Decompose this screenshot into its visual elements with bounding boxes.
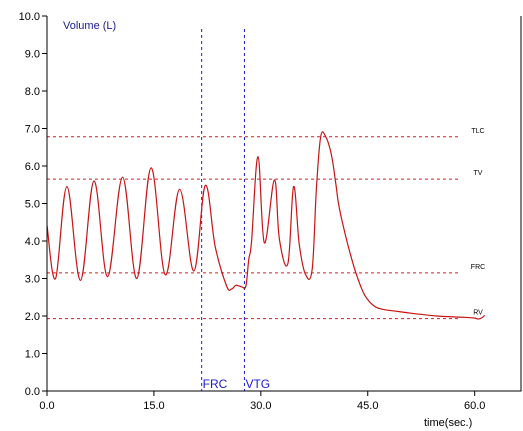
reference-lines-layer: TLC TV FRC RV [47,128,485,320]
marker-lines-layer: FRC VTG [201,29,270,391]
y-tick-label: 7.0 [25,124,40,136]
volume-curve-layer [46,131,486,320]
axes-layer [46,16,522,392]
x-tick-label: 45.0 [357,400,378,412]
plot-frame [46,16,522,392]
y-tick-label: 3.0 [25,274,40,286]
x-tick-label: 30.0 [250,400,271,412]
y-tick-label: 5.0 [25,199,40,211]
x-tick-label: 60.0 [464,400,485,412]
x-axis-label: time(sec.) [424,417,472,429]
marker-label-frc: FRC [203,377,228,391]
chart-title: Volume (L) [63,20,116,32]
marker-label-vtg: VTG [245,377,270,391]
ref-label-tlc: TLC [471,128,484,135]
y-tick-label: 0.0 [25,386,40,398]
y-tick-label: 4.0 [25,236,40,248]
x-tick-label: 0.0 [39,400,54,412]
x-tick-label: 15.0 [143,400,164,412]
ref-label-rv: RV [473,310,483,317]
y-tick-label: 9.0 [25,49,40,61]
volume-series-line [46,131,486,320]
ticks-layer: 0.0 1.0 2.0 3.0 4.0 5.0 6.0 7.0 8.0 9.0 10.0 0.0 15.… [19,11,486,412]
ref-label-tv: TV [474,170,483,177]
y-tick-label: 8.0 [25,86,40,98]
y-tick-label: 6.0 [25,161,40,173]
y-tick-label: 10.0 [19,11,40,23]
y-tick-label: 2.0 [25,311,40,323]
y-tick-label: 1.0 [25,349,40,361]
ref-label-frc: FRC [471,264,485,271]
